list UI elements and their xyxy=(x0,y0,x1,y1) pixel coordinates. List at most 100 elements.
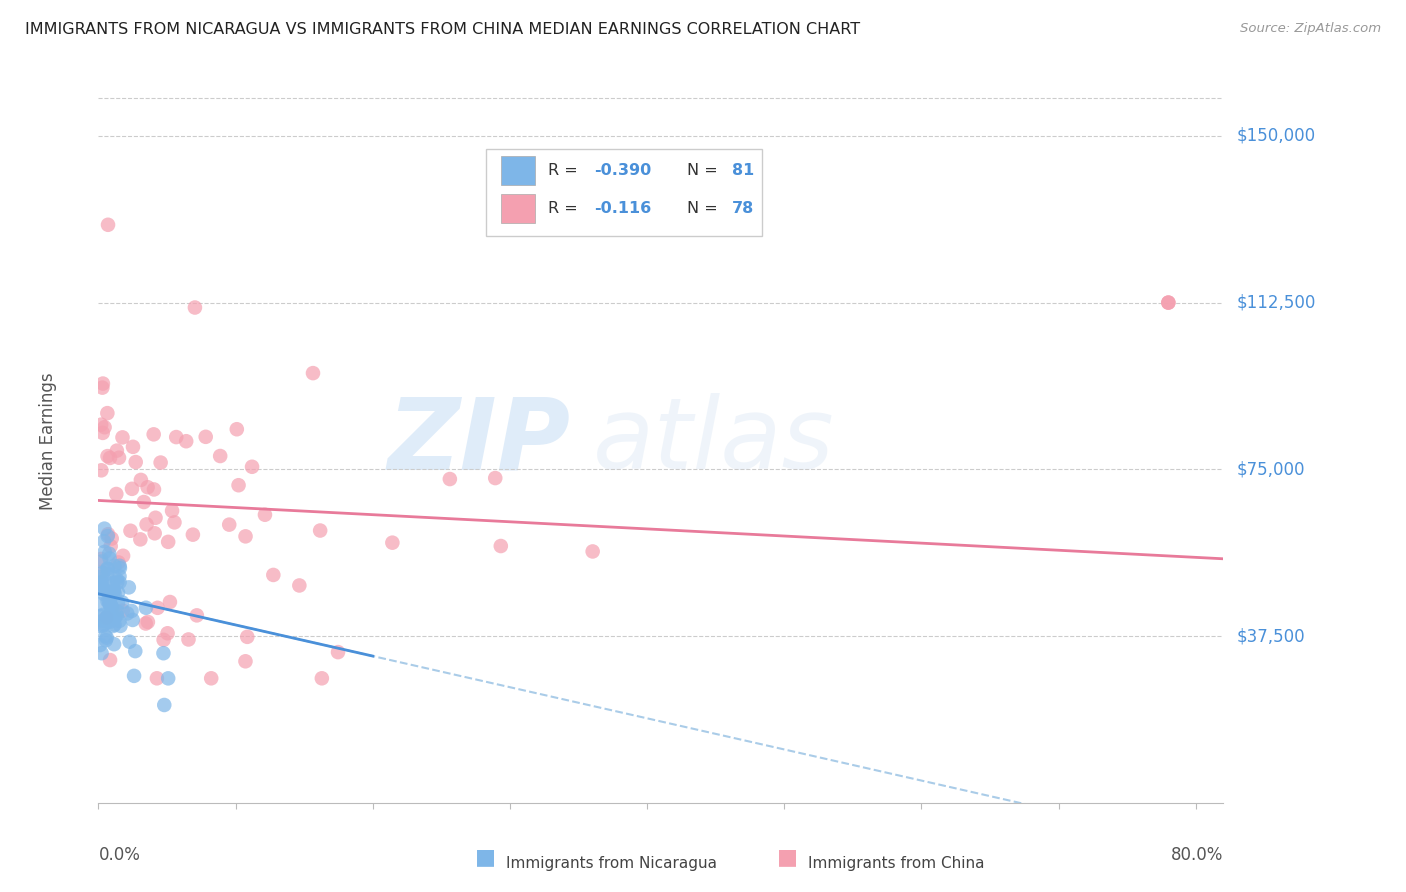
Point xyxy=(145,510,167,524)
Point xyxy=(582,544,605,558)
Point xyxy=(96,594,118,608)
Point xyxy=(326,645,349,659)
Point xyxy=(146,600,169,615)
Point xyxy=(100,585,122,599)
Point xyxy=(103,619,125,633)
Point xyxy=(90,552,112,566)
Point xyxy=(135,600,157,615)
Text: ■: ■ xyxy=(778,847,797,867)
Point xyxy=(89,597,111,611)
Text: Source: ZipAtlas.com: Source: ZipAtlas.com xyxy=(1240,22,1381,36)
Point xyxy=(97,218,120,232)
Point xyxy=(112,549,135,563)
Point xyxy=(153,698,176,712)
Point xyxy=(104,608,127,623)
Point xyxy=(489,539,512,553)
Point xyxy=(235,529,257,543)
Point xyxy=(111,430,134,444)
Point xyxy=(98,653,121,667)
Point xyxy=(118,634,141,648)
Point xyxy=(98,547,121,561)
Point xyxy=(262,568,284,582)
Point xyxy=(311,671,333,685)
Point xyxy=(96,561,118,575)
Point xyxy=(107,585,129,599)
Point xyxy=(93,420,115,434)
Point xyxy=(97,527,120,541)
Point xyxy=(103,637,125,651)
Text: R =: R = xyxy=(548,163,583,178)
Point xyxy=(184,301,207,315)
Text: Immigrants from China: Immigrants from China xyxy=(808,856,986,871)
Point xyxy=(177,632,200,647)
Text: 78: 78 xyxy=(731,201,754,216)
Point xyxy=(209,449,232,463)
Point xyxy=(105,573,128,587)
Point xyxy=(186,608,208,623)
Point xyxy=(129,533,152,547)
Point xyxy=(96,566,118,581)
Text: 81: 81 xyxy=(731,163,754,178)
Point xyxy=(89,638,111,652)
Point xyxy=(97,562,120,576)
Point xyxy=(136,615,159,629)
Point xyxy=(104,611,127,625)
Point xyxy=(235,654,257,668)
Point xyxy=(100,615,122,629)
Point xyxy=(157,671,180,685)
Point xyxy=(156,626,179,640)
Point xyxy=(105,487,128,501)
Point xyxy=(143,483,166,497)
Text: 80.0%: 80.0% xyxy=(1171,847,1223,864)
Point xyxy=(118,580,141,594)
Point xyxy=(107,604,129,618)
Text: 0.0%: 0.0% xyxy=(98,847,141,864)
Point xyxy=(107,596,129,610)
Point xyxy=(94,574,117,588)
Point xyxy=(225,422,247,436)
Point xyxy=(100,599,122,614)
Point xyxy=(105,575,128,590)
Point xyxy=(159,595,181,609)
Point xyxy=(181,527,204,541)
Point xyxy=(100,600,122,615)
Point xyxy=(228,478,250,492)
Point xyxy=(94,629,117,643)
Text: $37,500: $37,500 xyxy=(1237,627,1306,645)
Point xyxy=(108,450,131,465)
Point xyxy=(91,614,114,628)
Point xyxy=(91,575,114,590)
Point xyxy=(439,472,461,486)
Text: atlas: atlas xyxy=(593,393,835,490)
Point xyxy=(149,456,172,470)
Point xyxy=(96,631,118,645)
Point xyxy=(91,376,114,391)
Point xyxy=(132,495,155,509)
Point xyxy=(93,534,115,549)
Point xyxy=(101,587,124,601)
Point xyxy=(90,565,112,579)
Point xyxy=(309,524,332,538)
Point xyxy=(103,584,125,599)
Point xyxy=(96,449,118,463)
Point xyxy=(97,615,120,629)
Point xyxy=(97,529,120,543)
Point xyxy=(194,430,217,444)
Point xyxy=(100,532,122,546)
Text: IMMIGRANTS FROM NICARAGUA VS IMMIGRANTS FROM CHINA MEDIAN EARNINGS CORRELATION C: IMMIGRANTS FROM NICARAGUA VS IMMIGRANTS … xyxy=(25,22,860,37)
Point xyxy=(108,614,131,628)
Text: $75,000: $75,000 xyxy=(1237,460,1306,478)
Point xyxy=(236,630,259,644)
Point xyxy=(163,516,186,530)
Text: Immigrants from Nicaragua: Immigrants from Nicaragua xyxy=(506,856,717,871)
Point xyxy=(98,591,121,606)
Point xyxy=(146,671,169,685)
Text: $150,000: $150,000 xyxy=(1237,127,1316,145)
Point xyxy=(93,617,115,632)
Point xyxy=(91,566,114,580)
Point xyxy=(101,576,124,591)
Point xyxy=(98,597,121,611)
Point xyxy=(115,607,138,621)
Point xyxy=(136,480,159,494)
Point xyxy=(93,522,115,536)
